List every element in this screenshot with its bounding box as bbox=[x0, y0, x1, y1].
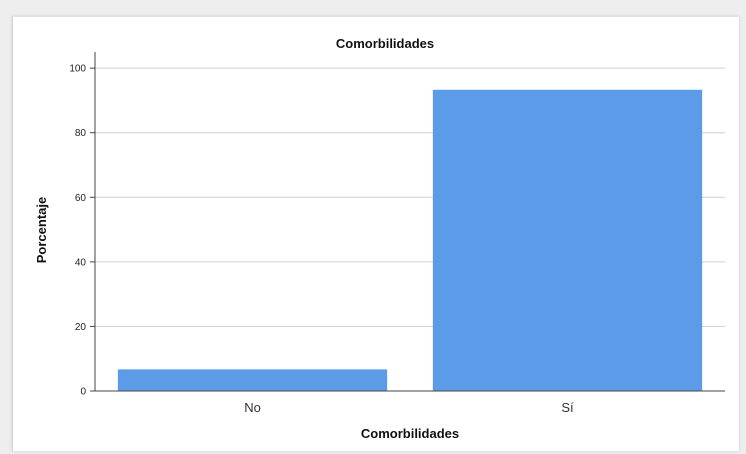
y-tick-label: 100 bbox=[69, 64, 86, 75]
x-axis-title: Comorbilidades bbox=[361, 426, 459, 441]
bars bbox=[117, 89, 703, 391]
x-tick-label: No bbox=[244, 400, 261, 415]
y-axis-title: Porcentaje bbox=[34, 197, 49, 263]
x-axis: No Sí bbox=[95, 390, 725, 415]
y-axis: 0 20 40 60 80 100 bbox=[69, 52, 96, 398]
bar-no bbox=[117, 369, 388, 391]
bar-si bbox=[432, 89, 703, 391]
y-tick-label: 0 bbox=[80, 387, 86, 398]
y-tick-label: 20 bbox=[75, 322, 87, 333]
y-tick-label: 40 bbox=[75, 257, 87, 268]
y-tick-label: 60 bbox=[75, 193, 87, 204]
chart-title: Comorbilidades bbox=[336, 36, 434, 51]
x-tick-label: Sí bbox=[561, 400, 574, 415]
y-tick-label: 80 bbox=[75, 128, 87, 139]
